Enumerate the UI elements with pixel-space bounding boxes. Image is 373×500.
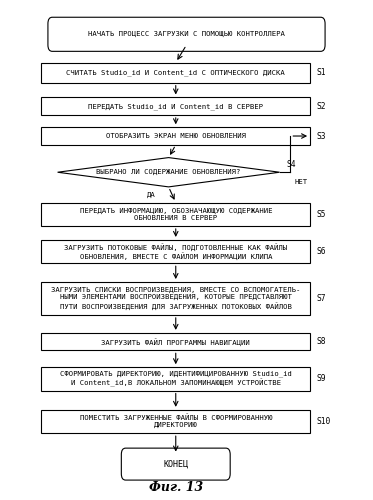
Text: S5: S5 — [316, 210, 326, 219]
Text: ПЕРЕДАТЬ Studio_id И Content_id В СЕРВЕР: ПЕРЕДАТЬ Studio_id И Content_id В СЕРВЕР — [88, 103, 263, 110]
Text: S6: S6 — [316, 247, 326, 256]
Text: ЗАГРУЗИТЬ ФАЙЛ ПРОГРАММЫ НАВИГАЦИИ: ЗАГРУЗИТЬ ФАЙЛ ПРОГРАММЫ НАВИГАЦИИ — [101, 338, 250, 345]
Bar — [41, 127, 310, 145]
Text: ЗАГРУЗИТЬ СПИСКИ ВОСПРОИЗВЕДЕНИЯ, ВМЕСТЕ СО ВСПОМОГАТЕЛЬ-
НЫМИ ЭЛЕМЕНТАМИ ВОСПРО: ЗАГРУЗИТЬ СПИСКИ ВОСПРОИЗВЕДЕНИЯ, ВМЕСТЕ… — [51, 287, 300, 310]
Text: ВЫБРАНО ЛИ СОДЕРЖАНИЕ ОБНОВЛЕНИЯ?: ВЫБРАНО ЛИ СОДЕРЖАНИЕ ОБНОВЛЕНИЯ? — [96, 169, 241, 175]
Text: S7: S7 — [316, 294, 326, 303]
Text: Фиг. 13: Фиг. 13 — [148, 480, 203, 494]
FancyBboxPatch shape — [121, 448, 230, 480]
Text: S4: S4 — [286, 160, 295, 168]
Bar — [41, 240, 310, 264]
Text: НАЧАТЬ ПРОЦЕСС ЗАГРУЗКИ С ПОМОЩЬЮ КОНТРОЛЛЕРА: НАЧАТЬ ПРОЦЕСС ЗАГРУЗКИ С ПОМОЩЬЮ КОНТРО… — [88, 31, 285, 38]
Text: S10: S10 — [316, 417, 331, 426]
Text: S1: S1 — [316, 68, 326, 77]
Bar — [41, 62, 310, 83]
Text: ПОМЕСТИТЬ ЗАГРУЖЕННЫЕ ФАЙЛЫ В СФОРМИРОВАННУЮ
ДИРЕКТОРИЮ: ПОМЕСТИТЬ ЗАГРУЖЕННЫЕ ФАЙЛЫ В СФОРМИРОВА… — [79, 414, 272, 428]
Text: КОНЕЦ: КОНЕЦ — [163, 460, 188, 468]
Text: НЕТ: НЕТ — [295, 178, 308, 184]
Bar — [41, 367, 310, 390]
Bar — [41, 202, 310, 226]
Text: ОТОБРАЗИТЬ ЭКРАН МЕНЮ ОБНОВЛЕНИЯ: ОТОБРАЗИТЬ ЭКРАН МЕНЮ ОБНОВЛЕНИЯ — [106, 133, 246, 139]
Bar — [41, 282, 310, 315]
Bar — [41, 333, 310, 350]
Text: S9: S9 — [316, 374, 326, 384]
FancyBboxPatch shape — [48, 18, 325, 51]
Bar — [41, 98, 310, 115]
Text: ПЕРЕДАТЬ ИНФОРМАЦИЮ, ОБОЗНАЧАЮЩУЮ СОДЕРЖАНИЕ
ОБНОВЛЕНИЯ В СЕРВЕР: ПЕРЕДАТЬ ИНФОРМАЦИЮ, ОБОЗНАЧАЮЩУЮ СОДЕРЖ… — [79, 208, 272, 221]
Text: S3: S3 — [316, 132, 326, 140]
Polygon shape — [57, 158, 280, 187]
Text: S2: S2 — [316, 102, 326, 110]
Text: ЗАГРУЗИТЬ ПОТОКОВЫЕ ФАЙЛЫ, ПОДГОТОВЛЕННЫЕ КАК ФАЙЛЫ
ОБНОВЛЕНИЯ, ВМЕСТЕ С ФАЙЛОМ : ЗАГРУЗИТЬ ПОТОКОВЫЕ ФАЙЛЫ, ПОДГОТОВЛЕННЫ… — [64, 243, 287, 260]
Text: S8: S8 — [316, 337, 326, 346]
Text: ДА: ДА — [147, 192, 156, 198]
Text: СЧИТАТЬ Studio_id И Content_id С ОПТИЧЕСКОГО ДИСКА: СЧИТАТЬ Studio_id И Content_id С ОПТИЧЕС… — [66, 70, 285, 76]
Text: СФОРМИРОВАТЬ ДИРЕКТОРИЮ, ИДЕНТИФИЦИРОВАННУЮ Studio_id
И Content_id,В ЛОКАЛЬНОМ З: СФОРМИРОВАТЬ ДИРЕКТОРИЮ, ИДЕНТИФИЦИРОВАН… — [60, 370, 292, 387]
Bar — [41, 410, 310, 433]
